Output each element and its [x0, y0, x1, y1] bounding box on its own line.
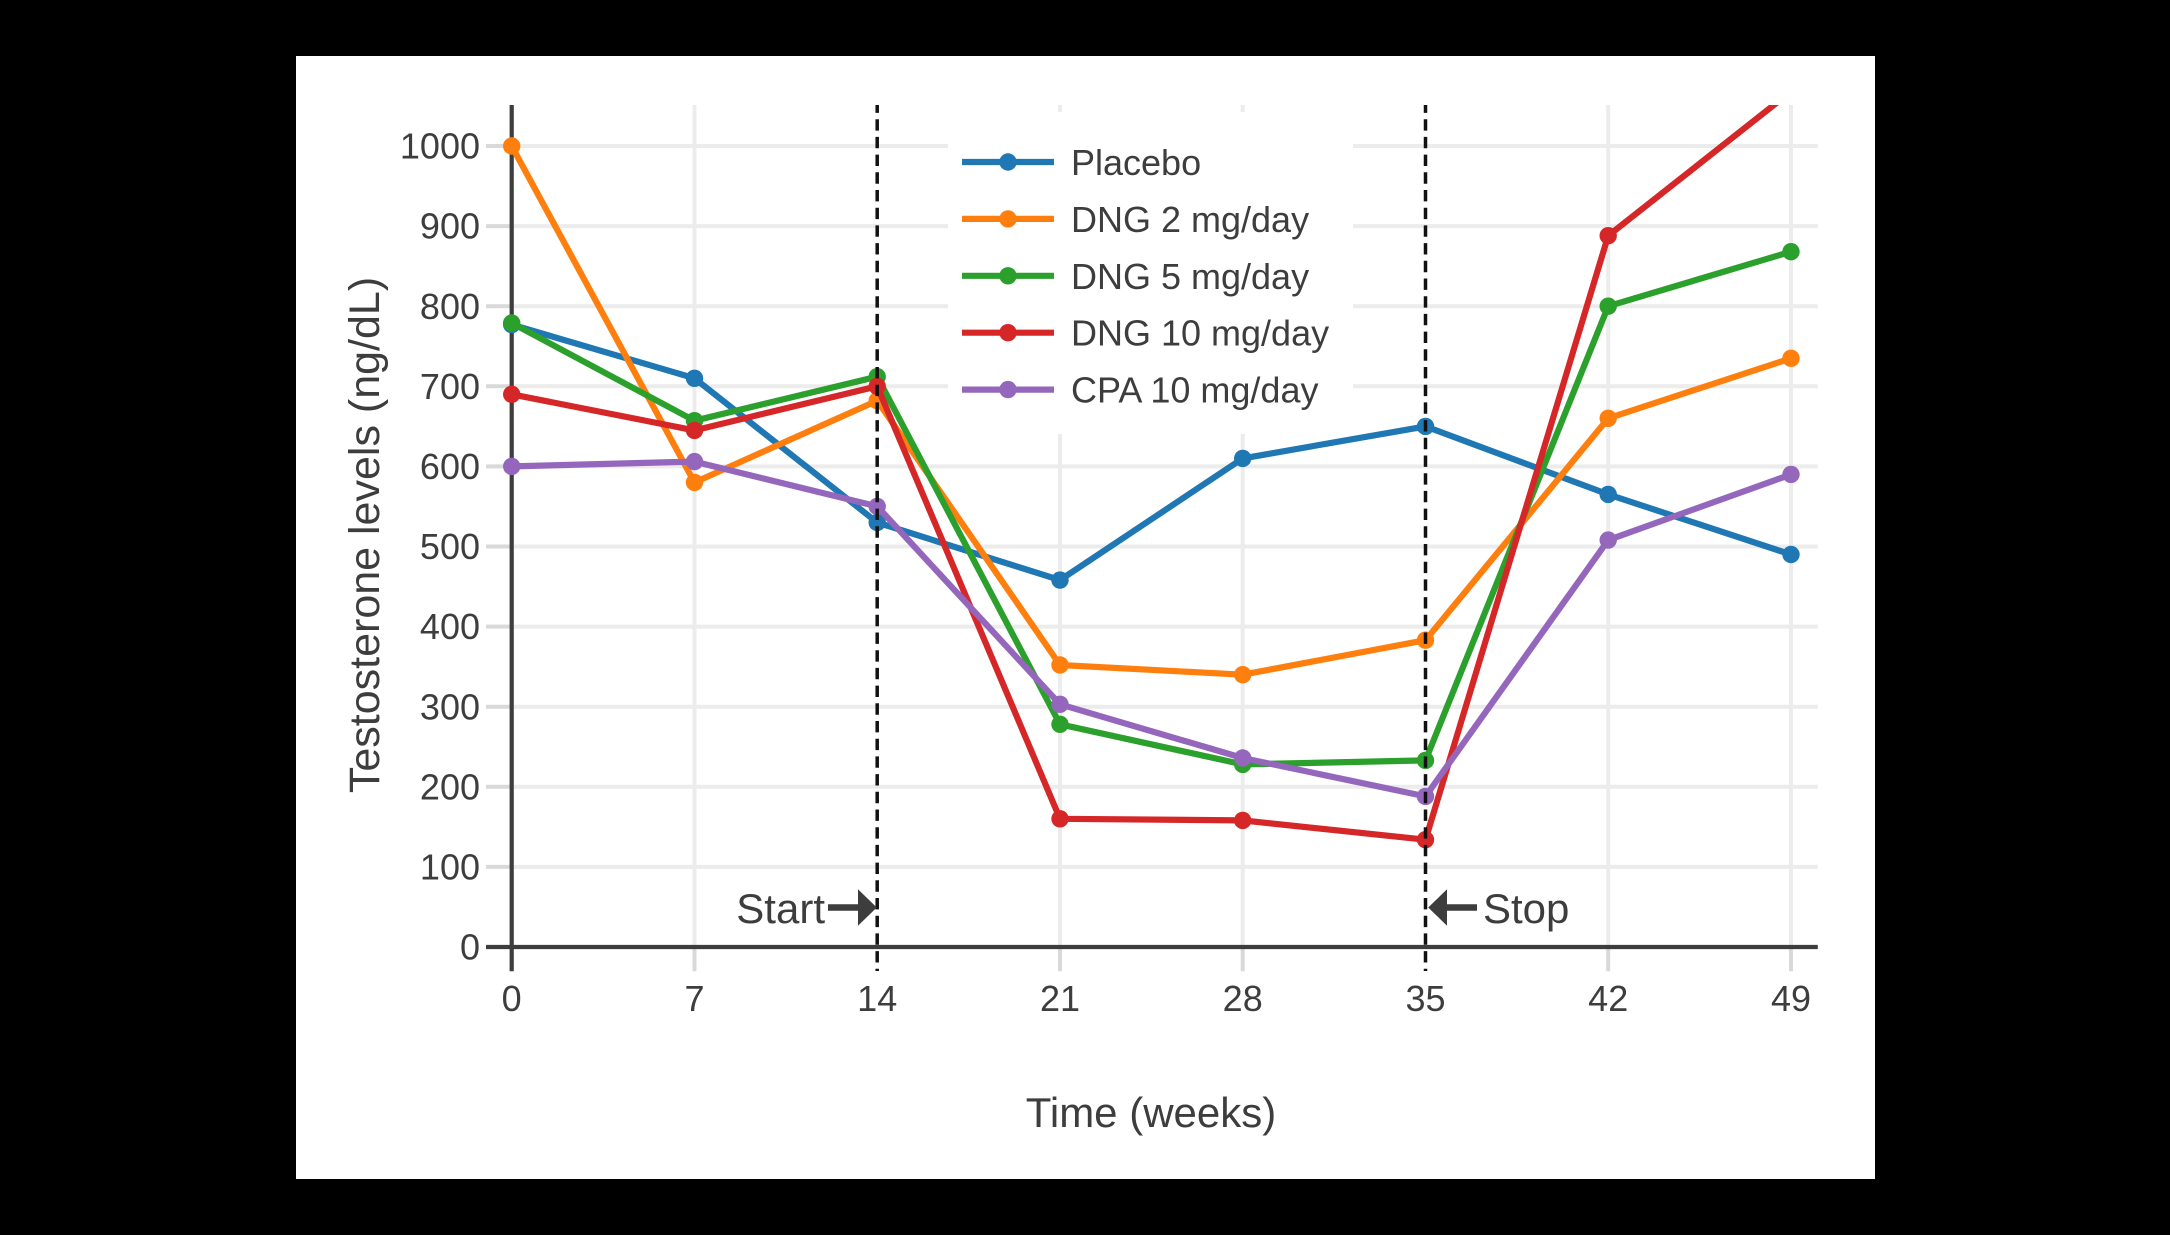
svg-text:400: 400	[420, 606, 480, 647]
svg-text:DNG 10 mg/day: DNG 10 mg/day	[1071, 313, 1329, 354]
svg-text:Time (weeks): Time (weeks)	[1026, 1089, 1276, 1136]
svg-text:CPA 10 mg/day: CPA 10 mg/day	[1071, 370, 1318, 411]
svg-text:21: 21	[1040, 978, 1080, 1019]
svg-text:Stop: Stop	[1483, 885, 1569, 932]
svg-text:Start: Start	[736, 885, 825, 932]
svg-text:28: 28	[1223, 978, 1263, 1019]
svg-text:1000: 1000	[400, 126, 480, 167]
svg-text:7: 7	[684, 978, 704, 1019]
svg-text:35: 35	[1405, 978, 1445, 1019]
svg-text:0: 0	[502, 978, 522, 1019]
svg-text:700: 700	[420, 366, 480, 407]
svg-text:14: 14	[857, 978, 897, 1019]
svg-text:Testosterone levels (ng/dL): Testosterone levels (ng/dL)	[341, 277, 389, 793]
svg-text:Placebo: Placebo	[1071, 142, 1201, 183]
svg-text:42: 42	[1588, 978, 1628, 1019]
svg-text:900: 900	[420, 206, 480, 247]
svg-text:DNG 5 mg/day: DNG 5 mg/day	[1071, 256, 1309, 297]
svg-text:200: 200	[420, 766, 480, 807]
svg-text:300: 300	[420, 686, 480, 727]
svg-text:0: 0	[460, 927, 480, 968]
svg-text:800: 800	[420, 286, 480, 327]
svg-text:DNG 2 mg/day: DNG 2 mg/day	[1071, 199, 1309, 240]
svg-text:49: 49	[1771, 978, 1811, 1019]
svg-text:600: 600	[420, 446, 480, 487]
svg-text:500: 500	[420, 526, 480, 567]
svg-text:100: 100	[420, 847, 480, 888]
